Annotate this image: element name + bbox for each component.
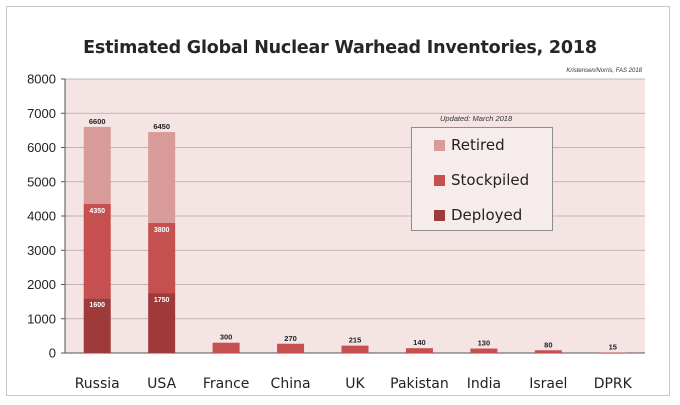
bar-usa-deployed [148,293,176,353]
total-label-dprk: 15 [609,342,617,351]
legend-item-deployed: Deployed [434,206,522,224]
chart-title: Estimated Global Nuclear Warhead Invento… [83,38,597,58]
y-tick-label: 5000 [27,174,56,189]
y-tick-label: 8000 [27,72,56,87]
x-tick-label-india: India [467,376,501,392]
y-tick-label: 2000 [27,277,56,292]
bar-france-stockpiled [212,342,240,353]
source-credit: Kristensen/Norris, FAS 2018 [566,68,642,74]
bar-usa-stockpiled [148,222,176,294]
legend-swatch-stockpiled [434,174,445,186]
total-label-russia: 6600 [89,117,106,126]
y-tick-label: 1000 [27,311,56,326]
bar-china-stockpiled [277,343,305,353]
x-tick-label-dprk: DPRK [594,376,633,392]
y-tick-label: 3000 [27,243,56,258]
legend-item-stockpiled: Stockpiled [434,171,529,189]
segment-label-usa-deployed: 1750 [154,297,170,304]
bar-uk-stockpiled [341,345,369,353]
bar-india-stockpiled [470,348,498,353]
bar-israel-stockpiled [534,350,562,353]
chart-legend: Retired Stockpiled Deployed [411,127,553,231]
legend-item-retired: Retired [434,136,505,154]
bar-russia-deployed [83,298,111,353]
total-label-uk: 215 [349,336,362,345]
legend-label-stockpiled: Stockpiled [451,171,530,189]
y-tick-label: 4000 [27,209,56,224]
bar-pakistan-stockpiled [405,348,433,353]
segment-label-usa-stockpiled: 3800 [154,227,170,234]
bar-usa-retired [148,132,176,223]
x-tick-label-china: China [271,376,311,392]
x-tick-label-pakistan: Pakistan [390,376,449,392]
total-label-china: 270 [284,334,297,343]
legend-swatch-retired [434,139,445,151]
x-tick-label-russia: Russia [75,376,120,392]
legend-label-retired: Retired [451,136,505,154]
total-label-usa: 6450 [153,122,170,131]
legend-swatch-deployed [434,209,445,221]
total-label-india: 130 [478,339,491,348]
x-tick-label-israel: Israel [529,376,567,392]
legend-label-deployed: Deployed [451,206,523,224]
total-label-israel: 80 [544,340,552,349]
updated-note: Updated: March 2018 [440,114,513,123]
segment-label-russia-stockpiled: 4350 [89,208,105,215]
x-tick-label-usa: USA [147,376,176,392]
total-label-france: 300 [220,333,233,342]
y-tick-label: 7000 [27,106,56,121]
x-tick-label-france: France [203,376,250,392]
bar-dprk-stockpiled [599,352,627,353]
total-label-pakistan: 140 [413,338,426,347]
y-tick-label: 0 [49,346,56,361]
bar-russia-retired [83,126,111,205]
segment-label-russia-deployed: 1600 [89,302,105,309]
x-tick-label-uk: UK [345,376,365,392]
bar-russia-stockpiled [83,204,111,299]
y-tick-label: 6000 [27,140,56,155]
